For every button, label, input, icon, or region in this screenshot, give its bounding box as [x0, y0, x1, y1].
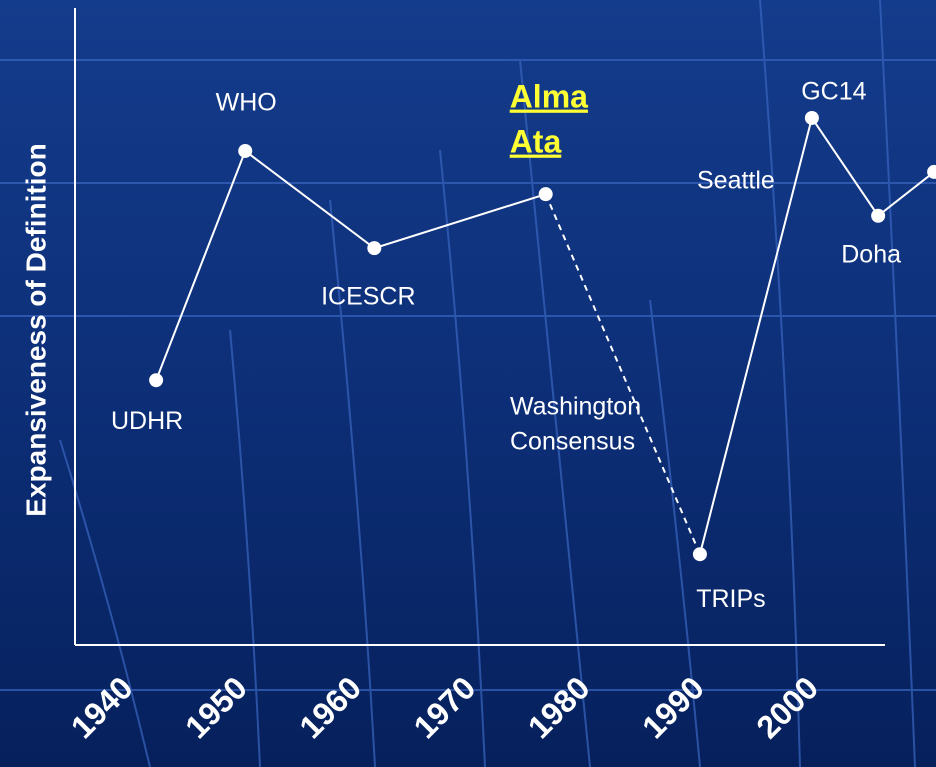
annotation: Washington	[510, 393, 641, 421]
point-label: UDHR	[111, 407, 183, 435]
line	[155, 149, 546, 381]
point	[692, 547, 707, 562]
point	[927, 164, 936, 179]
y-axis-label: Expansiveness of Definition	[20, 143, 51, 516]
annotation: Seattle	[697, 167, 775, 195]
point	[149, 373, 164, 388]
point-label: TRIPs	[696, 585, 765, 613]
highlight-label: Ata	[510, 124, 562, 160]
point-label: WHO	[216, 89, 277, 117]
point-label: Doha	[841, 240, 901, 268]
point	[367, 241, 382, 256]
point-label: ICESCR	[321, 283, 415, 311]
annotation: Consensus	[510, 428, 635, 456]
highlight-label: Alma	[510, 79, 588, 115]
point	[804, 110, 819, 125]
point-label: GC14	[801, 78, 866, 106]
line	[698, 115, 935, 555]
point	[871, 208, 886, 223]
point	[238, 143, 253, 158]
